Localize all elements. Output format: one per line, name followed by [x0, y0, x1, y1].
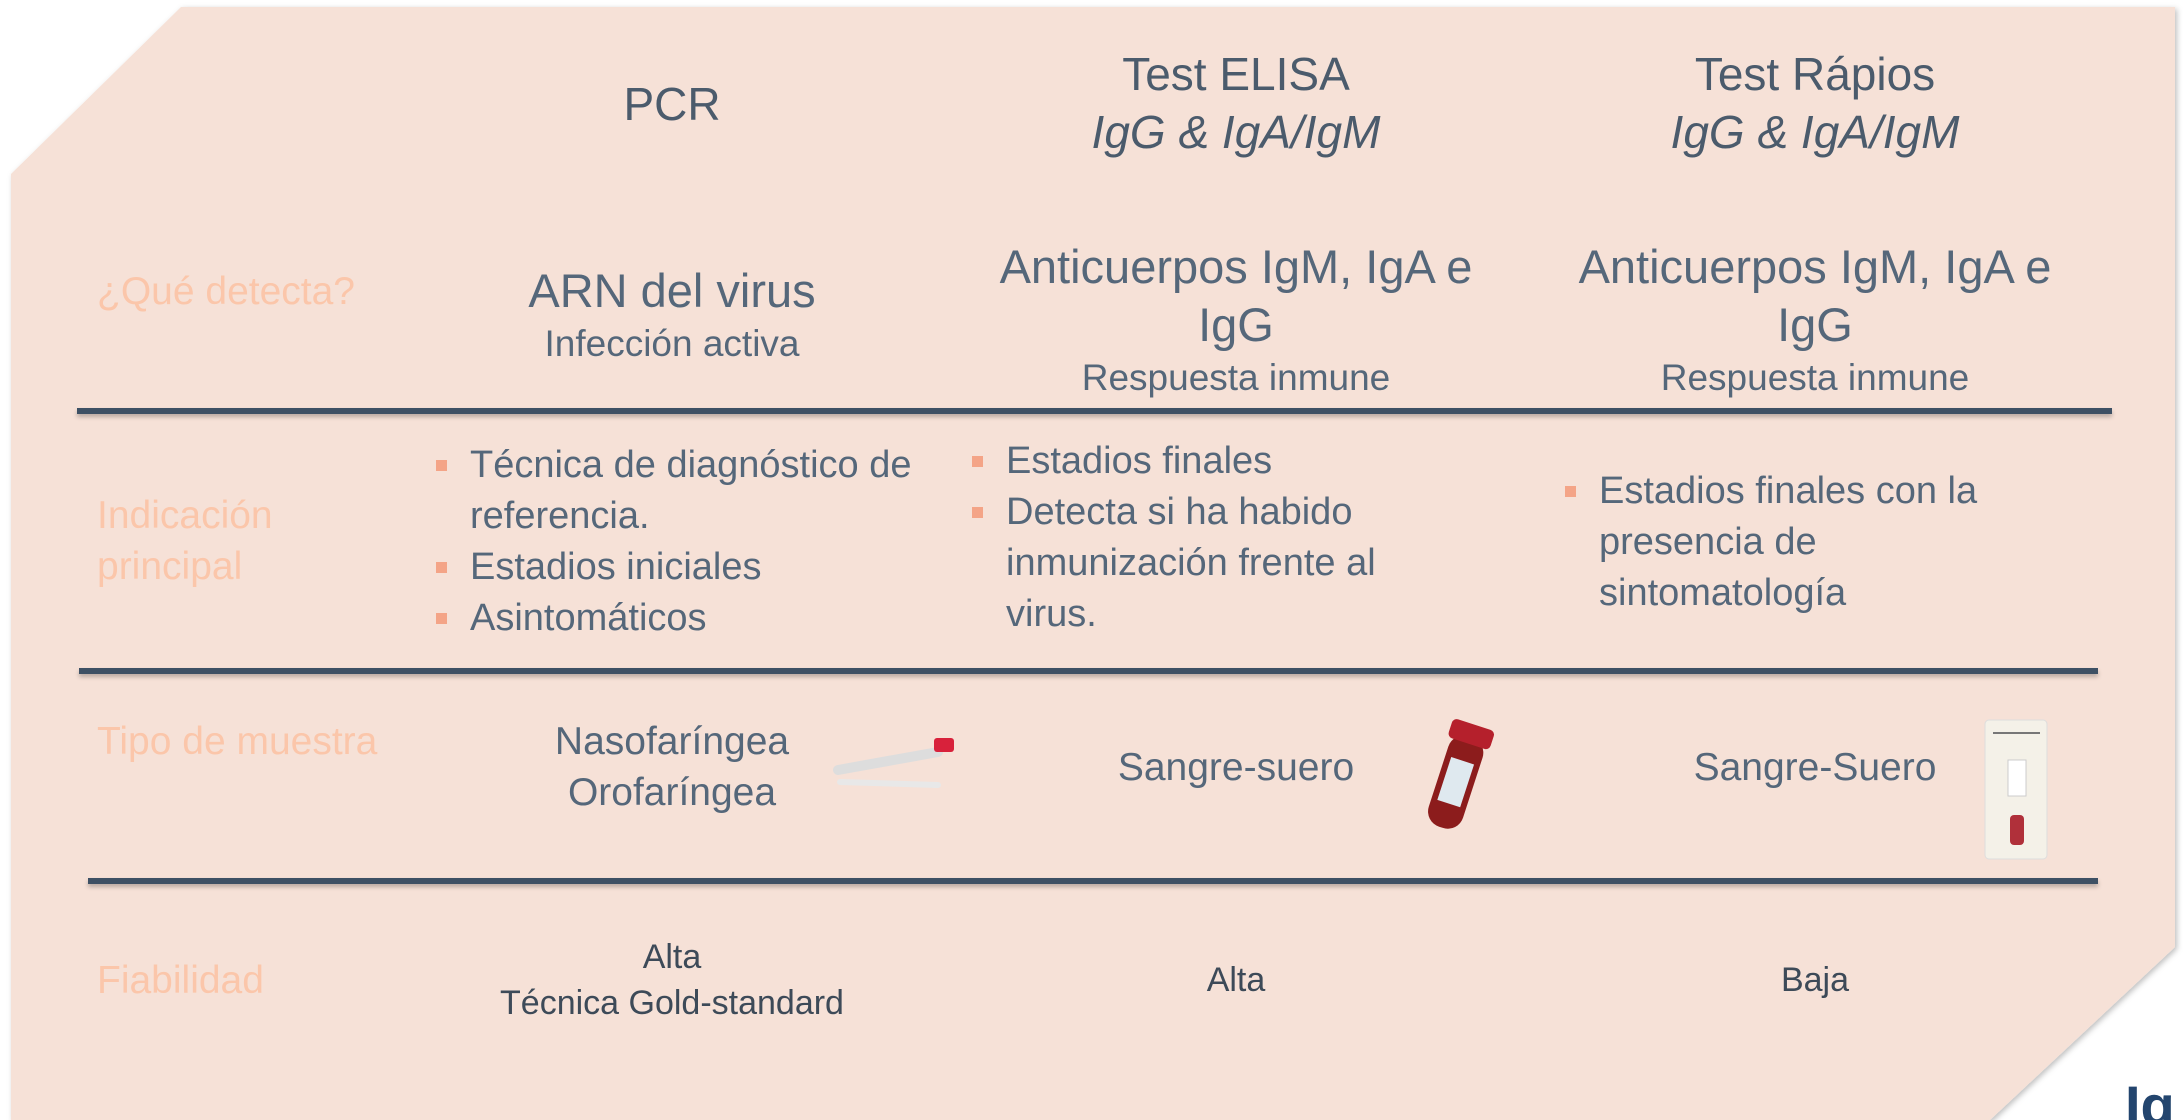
column-header: PCR	[392, 75, 952, 133]
cell: Anticuerpos IgM, IgA e IgG Respuesta inmu…	[1545, 238, 2085, 402]
bullet-item: Detecta si ha habido inmunización frente…	[972, 487, 1452, 640]
test-card-icon	[1984, 719, 2048, 860]
cell: Sangre-Suero	[1545, 742, 2085, 793]
cell: Alta Técnica Gold-standard	[402, 934, 942, 1026]
cell-sub: Infección activa	[544, 323, 800, 364]
row-divider	[88, 878, 2098, 884]
bullet-item: Técnica de diagnóstico de referencia.	[436, 440, 916, 542]
cell: Sangre-suero	[966, 742, 1506, 793]
bullet-list: Estadios finales Detecta si ha habido inm…	[972, 436, 1452, 640]
cell: ARN del virus Infección activa	[402, 262, 942, 368]
cell-line: Alta	[1206, 961, 1266, 999]
logo: Ig	[2125, 1074, 2175, 1120]
cell-line: Sangre-Suero	[1693, 745, 1937, 789]
bullet-item: Estadios iniciales	[436, 542, 916, 593]
cell-line: Técnica Gold-standard	[500, 984, 844, 1022]
column-subtitle: IgG & IgA/IgM	[1670, 106, 1960, 158]
bullet-item: Asintomáticos	[436, 593, 916, 644]
cell: Nasofaríngea Orofaríngea	[402, 716, 942, 818]
swab-icon	[833, 738, 954, 788]
cell-line: Orofaríngea	[567, 771, 777, 814]
cell-main: Anticuerpos IgM, IgA e IgG	[1578, 240, 2052, 351]
row-label: Indicación principal	[97, 494, 273, 588]
cell-line: Alta	[642, 938, 702, 976]
cell-line: Sangre-suero	[1117, 745, 1355, 789]
row-label: Fiabilidad	[97, 959, 264, 1002]
cell-sub: Respuesta inmune	[1081, 357, 1391, 398]
bullet-item: Estadios finales con la presencia de sin…	[1565, 466, 2055, 619]
bullet-item: Estadios finales	[972, 436, 1452, 487]
row-divider	[77, 408, 2112, 414]
panel	[11, 7, 2175, 1120]
row-divider	[79, 668, 2098, 674]
bullet-list: Técnica de diagnóstico de referencia. Est…	[436, 440, 916, 644]
row-label: ¿Qué detecta?	[97, 270, 355, 313]
cell: Alta	[966, 957, 1506, 1003]
cell: Anticuerpos IgM, IgA e IgG Respuesta inmu…	[966, 238, 1506, 402]
cell-line: Baja	[1780, 961, 1850, 999]
column-header: Test ELISA IgG & IgA/IgM	[956, 45, 1516, 161]
column-subtitle: IgG & IgA/IgM	[1091, 106, 1381, 158]
bullet-list: Estadios finales con la presencia de sin…	[1565, 466, 2055, 619]
tube-icon	[1428, 719, 1495, 829]
column-title: PCR	[623, 78, 721, 130]
cell-main: ARN del virus	[528, 264, 816, 317]
column-header: Test Rápios IgG & IgA/IgM	[1535, 45, 2095, 161]
row-label: Tipo de muestra	[97, 720, 378, 763]
column-title: Test Rápios	[1694, 48, 1936, 100]
cell-main: Anticuerpos IgM, IgA e IgG	[999, 240, 1473, 351]
cell: Baja	[1545, 957, 2085, 1003]
column-title: Test ELISA	[1122, 48, 1350, 100]
cell-line: Nasofaríngea	[554, 720, 790, 763]
cell-sub: Respuesta inmune	[1660, 357, 1970, 398]
